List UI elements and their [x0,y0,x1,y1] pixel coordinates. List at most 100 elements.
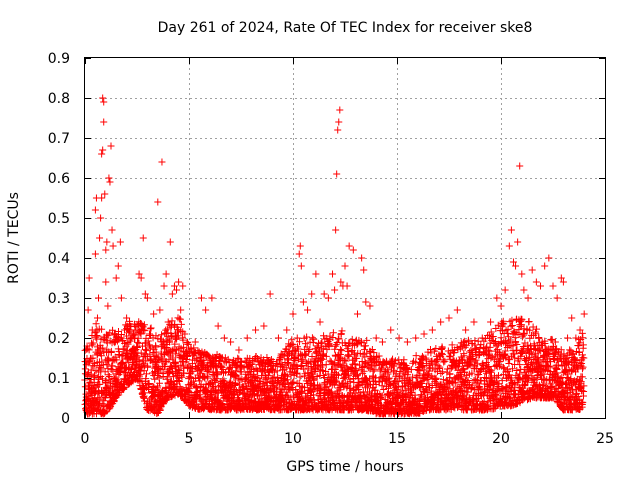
data-point [234,354,242,362]
data-point [480,397,488,405]
data-point [104,302,112,310]
data-point [514,394,522,402]
data-point [96,234,104,242]
data-point [123,314,131,322]
data-point [170,282,178,290]
data-point [125,329,133,337]
data-point [366,302,374,310]
data-point [322,352,330,360]
data-point [185,385,193,393]
data-point [564,384,572,392]
data-point [507,374,515,382]
data-point [161,350,169,358]
x-tick-label: 15 [388,431,406,447]
data-point [521,394,529,402]
data-point [334,371,342,379]
data-point [460,337,468,345]
data-point [360,266,368,274]
data-point [232,380,240,388]
x-tick-labels: 0 5 10 15 20 25 [81,431,614,447]
data-point [214,322,222,330]
data-point [462,326,470,334]
data-point [476,385,484,393]
data-point [304,306,312,314]
data-point [179,336,187,344]
data-point [338,327,346,335]
data-point [370,366,378,374]
data-point [189,367,197,375]
data-point [252,373,260,381]
data-point [416,397,424,405]
data-point [90,390,98,398]
data-point [366,375,374,383]
data-point [334,387,342,395]
data-point [135,339,143,347]
data-point [535,334,543,342]
data-point [428,359,436,367]
data-point [520,331,528,339]
data-point [492,352,500,360]
data-point [243,384,251,392]
data-point [82,406,90,414]
data-point [372,334,380,342]
data-point [532,278,540,286]
data-point [235,346,243,354]
data-point [181,330,189,338]
data-point [316,318,324,326]
data-point [105,174,113,182]
data-point [386,381,394,389]
data-point [564,334,572,342]
data-point [96,395,104,403]
x-tick-label: 25 [596,431,614,447]
data-point [107,347,115,355]
x-tick-label: 0 [81,431,90,447]
data-point [81,365,89,373]
data-point [540,370,548,378]
data-point [579,398,587,406]
data-point [151,375,159,383]
data-point [89,406,97,414]
data-point [549,282,557,290]
data-point [97,214,105,222]
data-point [141,327,149,335]
data-point [318,338,326,346]
data-point [441,357,449,365]
data-point [342,357,350,365]
data-point [109,326,117,334]
data-point [469,396,477,404]
data-point [85,346,93,354]
data-point [324,294,332,302]
data-point [222,368,230,376]
data-point [346,375,354,383]
data-point [149,383,157,391]
data-point [340,383,348,391]
data-point [376,374,384,382]
data-point [98,150,106,158]
data-point [420,330,428,338]
data-point [179,282,187,290]
data-point [471,337,479,345]
data-point [227,338,235,346]
data-point [260,322,268,330]
data-point [166,338,174,346]
data-point [545,254,553,262]
data-point [537,282,545,290]
data-point [568,314,576,322]
data-point [288,340,296,348]
data-point [574,393,582,401]
data-point [443,383,451,391]
data-point [115,348,123,356]
data-point [113,356,121,364]
data-point [84,306,92,314]
data-point [375,378,383,386]
data-point [87,366,95,374]
axis-ticks [85,58,606,419]
y-tick-label: 0.7 [48,131,70,147]
data-point [505,359,513,367]
data-point [507,322,515,330]
data-point [554,384,562,392]
data-point [362,342,370,350]
data-point [412,352,420,360]
data-point [130,330,138,338]
data-point [99,344,107,352]
